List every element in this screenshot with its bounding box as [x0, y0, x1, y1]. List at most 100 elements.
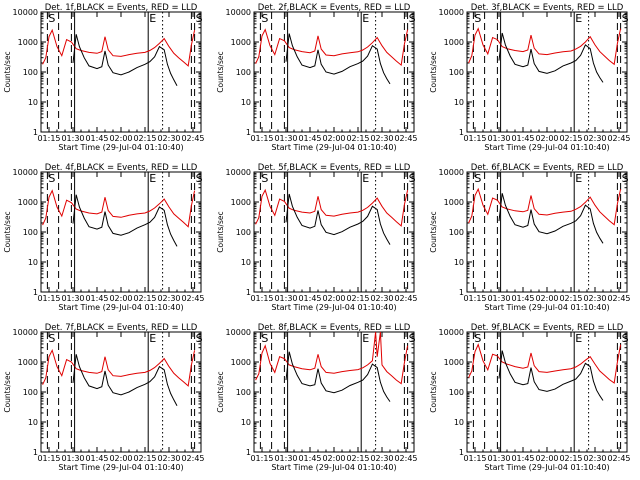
- series-line-events: [72, 194, 178, 247]
- x-tick-label: 01:45: [511, 134, 534, 143]
- x-tick-label: 02:30: [157, 134, 180, 143]
- series-line-events: [72, 354, 178, 406]
- x-tick-label: 01:30: [487, 454, 510, 463]
- y-tick-label: 10: [241, 258, 251, 267]
- x-tick-label: 02:00: [109, 134, 132, 143]
- y-axis-label: Counts/sec: [216, 51, 225, 92]
- x-axis-label: Start Time (29-Jul-04 01:10:40): [271, 303, 396, 312]
- x-tick-label: 02:30: [370, 134, 393, 143]
- x-tick-label: 01:15: [463, 294, 486, 303]
- panel-det-5: Det. 5f,BLACK = Events, RED = LLD 1 10 100 1…: [216, 163, 418, 312]
- y-tick-label: 10000: [226, 8, 251, 17]
- y-tick-label: 1: [246, 448, 251, 457]
- plot-frame: [253, 11, 415, 133]
- y-tick-label: 10000: [439, 328, 464, 337]
- x-tick-label: 01:45: [85, 134, 108, 143]
- series-line-events: [285, 193, 391, 245]
- y-tick-label: 10000: [13, 168, 38, 177]
- chart-title: Det. 2f,BLACK = Events, RED = LLD: [258, 3, 411, 13]
- x-tick-label: 01:30: [487, 134, 510, 143]
- marker-label: E: [149, 172, 156, 185]
- series-line-events: [498, 193, 604, 244]
- marker-label: S: [261, 172, 268, 185]
- x-tick-label: 02:45: [394, 294, 417, 303]
- marker-label: E: [362, 172, 369, 185]
- x-tick-label: 02:00: [535, 294, 558, 303]
- x-tick-label: 01:15: [37, 454, 60, 463]
- x-tick-label: 01:30: [61, 134, 84, 143]
- y-tick-label: 10: [454, 258, 464, 267]
- chart-title: Det. 7f,BLACK = Events, RED = LLD: [45, 323, 198, 333]
- series-line-events: [498, 32, 604, 83]
- marker-label: S: [196, 332, 203, 345]
- series-line-lld: [255, 188, 409, 227]
- series-line-events: [72, 34, 178, 86]
- panel-det-9: Det. 9f,BLACK = Events, RED = LLD 1 10 100 1…: [429, 323, 631, 472]
- x-tick-label: 02:45: [607, 134, 630, 143]
- y-tick-label: 10000: [13, 328, 38, 337]
- marker-label: S: [474, 172, 481, 185]
- marker-label: S: [196, 12, 203, 25]
- y-tick-label: 10: [241, 418, 251, 427]
- x-axis-label: Start Time (29-Jul-04 01:10:40): [484, 143, 609, 152]
- x-axis-label: Start Time (29-Jul-04 01:10:40): [271, 143, 396, 152]
- marker-label: E: [149, 12, 156, 25]
- marker-label: S: [48, 12, 55, 25]
- plot-frame: [40, 11, 202, 133]
- y-axis-label: Counts/sec: [429, 211, 438, 252]
- x-axis-label: Start Time (29-Jul-04 01:10:40): [58, 143, 183, 152]
- x-tick-label: 02:45: [181, 454, 204, 463]
- y-tick-label: 100: [449, 388, 464, 397]
- chart-title: Det. 6f,BLACK = Events, RED = LLD: [471, 163, 624, 173]
- y-tick-label: 100: [449, 68, 464, 77]
- y-axis-label: Counts/sec: [429, 51, 438, 92]
- plot-frame: [466, 171, 628, 293]
- y-tick-label: 10000: [439, 8, 464, 17]
- x-tick-label: 01:30: [61, 454, 84, 463]
- x-tick-label: 01:30: [487, 294, 510, 303]
- x-tick-label: 02:30: [583, 294, 606, 303]
- marker-label: S: [409, 12, 416, 25]
- y-axis-label: Counts/sec: [3, 51, 12, 92]
- x-tick-label: 02:15: [346, 454, 369, 463]
- y-axis-label: Counts/sec: [216, 371, 225, 412]
- y-tick-label: 1000: [231, 358, 251, 367]
- series-line-events: [498, 350, 604, 401]
- marker-label: S: [622, 332, 629, 345]
- x-tick-label: 01:45: [511, 294, 534, 303]
- x-tick-label: 01:15: [250, 294, 273, 303]
- chart-title: Det. 8f,BLACK = Events, RED = LLD: [258, 323, 411, 333]
- panel-det-3: Det. 3f,BLACK = Events, RED = LLD 1 10 100 1…: [429, 3, 631, 152]
- y-tick-label: 100: [236, 68, 251, 77]
- y-tick-label: 10: [454, 418, 464, 427]
- x-tick-label: 02:45: [181, 294, 204, 303]
- marker-label: S: [48, 172, 55, 185]
- y-tick-label: 100: [236, 228, 251, 237]
- x-tick-label: 02:45: [607, 294, 630, 303]
- series-line-lld: [468, 27, 622, 66]
- panel-det-6: Det. 6f,BLACK = Events, RED = LLD 1 10 100 1…: [429, 163, 631, 312]
- x-tick-label: 01:45: [85, 294, 108, 303]
- y-axis-label: Counts/sec: [429, 371, 438, 412]
- panel-det-1: Det. 1f,BLACK = Events, RED = LLD 1 10 100 1…: [3, 3, 205, 152]
- x-tick-label: 02:00: [535, 454, 558, 463]
- marker-label: E: [575, 332, 582, 345]
- y-tick-label: 10: [28, 98, 38, 107]
- y-tick-label: 1000: [231, 198, 251, 207]
- marker-label: S: [261, 332, 268, 345]
- y-tick-label: 1000: [18, 38, 38, 47]
- y-tick-label: 10000: [439, 168, 464, 177]
- y-tick-label: 1000: [18, 198, 38, 207]
- x-tick-label: 02:30: [157, 294, 180, 303]
- y-tick-label: 1000: [231, 38, 251, 47]
- series-line-lld: [468, 187, 622, 226]
- x-tick-label: 02:00: [109, 294, 132, 303]
- x-tick-label: 02:00: [322, 294, 345, 303]
- panel-det-4: Det. 4f,BLACK = Events, RED = LLD 1 10 100 1…: [3, 163, 205, 312]
- x-tick-label: 01:15: [463, 134, 486, 143]
- x-tick-label: 01:45: [298, 294, 321, 303]
- y-tick-label: 1: [459, 288, 464, 297]
- y-tick-label: 100: [449, 228, 464, 237]
- marker-label: E: [362, 332, 369, 345]
